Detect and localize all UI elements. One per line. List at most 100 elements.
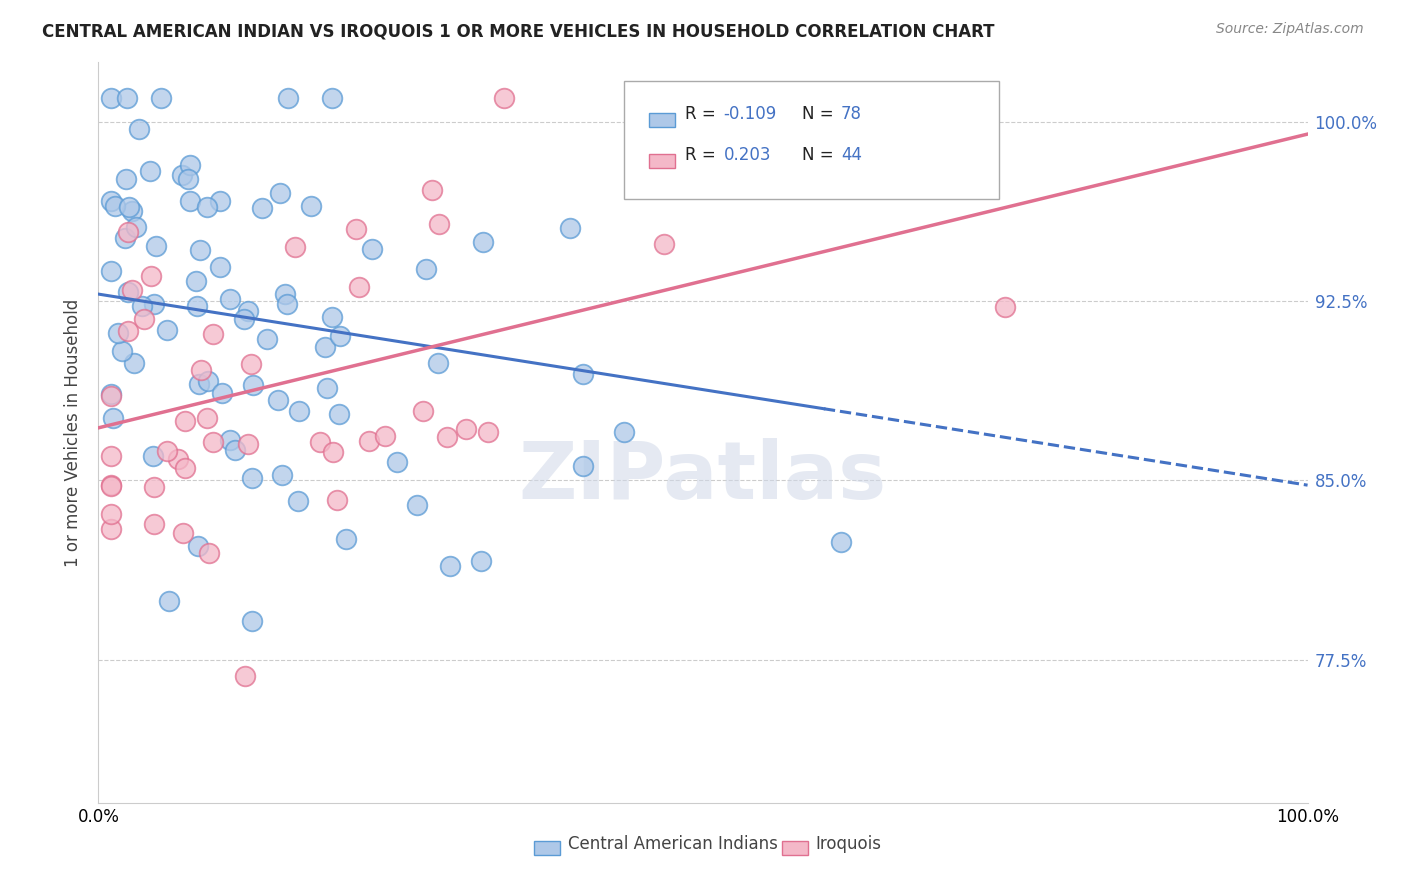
Point (121, 283, 143, 297)
Point (142, 517, 165, 532)
Point (454, 422, 477, 436)
Bar (648, 153, 675, 168)
Point (100, 389, 122, 403)
Point (276, 297, 298, 311)
Point (117, 285, 139, 300)
Point (176, 172, 198, 186)
Point (115, 91, 138, 105)
Point (270, 468, 292, 483)
Point (139, 163, 162, 178)
Point (188, 376, 211, 391)
Point (233, 669, 256, 683)
Point (142, 480, 165, 494)
Point (100, 264, 122, 278)
Point (233, 312, 256, 326)
Point (218, 434, 240, 448)
Point (344, 221, 367, 235)
Text: CENTRAL AMERICAN INDIAN VS IROQUOIS 1 OR MORE VEHICLES IN HOUSEHOLD CORRELATION : CENTRAL AMERICAN INDIAN VS IROQUOIS 1 OR… (42, 22, 994, 40)
Point (100, 522, 122, 536)
Point (172, 168, 194, 182)
Point (104, 199, 127, 213)
Point (124, 356, 146, 370)
Point (652, 236, 675, 251)
Point (492, 91, 515, 105)
Point (134, 311, 156, 326)
Point (613, 425, 636, 439)
Point (131, 299, 153, 313)
Point (211, 386, 233, 401)
Bar (534, 841, 561, 855)
Point (572, 367, 595, 381)
Point (335, 532, 357, 546)
Text: Iroquois: Iroquois (815, 835, 882, 853)
Point (277, 91, 299, 105)
Point (142, 449, 165, 463)
Point (321, 310, 343, 324)
Point (315, 381, 337, 395)
Point (128, 122, 150, 136)
Point (100, 194, 122, 208)
Text: Source: ZipAtlas.com: Source: ZipAtlas.com (1216, 22, 1364, 37)
Point (321, 91, 343, 105)
Point (240, 471, 263, 485)
Point (357, 434, 380, 448)
Point (100, 479, 122, 493)
Point (405, 498, 427, 512)
Text: R =: R = (685, 146, 721, 164)
Point (267, 392, 290, 407)
Point (288, 404, 311, 418)
Point (173, 461, 195, 475)
Point (219, 293, 242, 307)
Point (179, 194, 201, 209)
Point (139, 268, 162, 283)
Point (470, 553, 492, 567)
Point (256, 332, 278, 346)
Text: N =: N = (803, 146, 839, 164)
Point (117, 225, 139, 239)
Point (326, 493, 349, 508)
Point (209, 260, 232, 274)
Y-axis label: 1 or more Vehicles in Household: 1 or more Vehicles in Household (65, 299, 83, 566)
Point (101, 411, 124, 425)
Point (156, 323, 179, 337)
Point (560, 220, 582, 235)
Point (224, 442, 246, 457)
Point (172, 526, 194, 541)
Point (195, 410, 218, 425)
Point (240, 614, 263, 628)
Point (111, 343, 134, 358)
Point (427, 356, 450, 370)
Point (572, 459, 595, 474)
Point (322, 444, 344, 458)
Point (236, 304, 259, 318)
Point (436, 429, 458, 443)
Point (415, 262, 437, 277)
Point (100, 91, 122, 105)
Point (179, 158, 201, 172)
Point (190, 362, 212, 376)
Text: 0.203: 0.203 (724, 146, 770, 164)
Point (439, 559, 461, 574)
Point (167, 452, 190, 467)
Point (385, 455, 408, 469)
Point (328, 329, 350, 343)
Point (202, 327, 225, 342)
Point (252, 201, 274, 215)
Point (347, 280, 370, 294)
Point (157, 594, 180, 608)
Text: R =: R = (685, 105, 721, 123)
Point (100, 507, 122, 521)
Text: 78: 78 (841, 105, 862, 123)
Text: Central American Indians: Central American Indians (568, 835, 778, 853)
Point (427, 217, 450, 231)
Point (100, 478, 122, 492)
Point (198, 546, 221, 560)
Point (314, 340, 336, 354)
Point (107, 326, 129, 341)
Point (117, 324, 139, 338)
Point (150, 91, 173, 105)
Point (299, 198, 322, 212)
Point (328, 407, 350, 421)
Point (994, 300, 1017, 314)
Point (100, 387, 122, 401)
